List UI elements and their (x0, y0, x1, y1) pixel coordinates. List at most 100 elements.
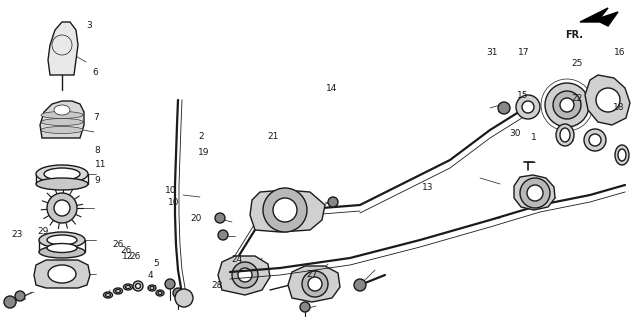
Ellipse shape (36, 165, 88, 183)
Text: 31: 31 (486, 48, 498, 57)
Ellipse shape (54, 105, 70, 115)
Text: 26: 26 (129, 252, 141, 261)
Text: 19: 19 (198, 148, 210, 157)
Polygon shape (250, 190, 325, 232)
Ellipse shape (125, 286, 131, 288)
Polygon shape (580, 8, 618, 26)
Ellipse shape (39, 232, 85, 248)
Circle shape (522, 101, 534, 113)
Text: 22: 22 (572, 94, 583, 103)
Circle shape (308, 277, 322, 291)
Text: 13: 13 (422, 183, 434, 191)
Polygon shape (585, 75, 630, 125)
Ellipse shape (41, 126, 83, 133)
Ellipse shape (115, 289, 120, 293)
Text: 8: 8 (95, 146, 100, 155)
Text: 26: 26 (112, 240, 124, 249)
Text: 30: 30 (509, 129, 520, 138)
Circle shape (263, 188, 307, 232)
Text: 2: 2 (198, 132, 204, 141)
Text: 25: 25 (571, 59, 582, 68)
Text: 15: 15 (517, 91, 529, 100)
Circle shape (175, 289, 193, 307)
Ellipse shape (113, 288, 122, 294)
Circle shape (165, 279, 175, 289)
Circle shape (232, 262, 258, 288)
Circle shape (545, 83, 589, 127)
Circle shape (516, 95, 540, 119)
Ellipse shape (44, 168, 80, 180)
Ellipse shape (48, 265, 76, 283)
Polygon shape (34, 260, 90, 288)
Circle shape (136, 283, 141, 288)
Ellipse shape (41, 112, 83, 119)
Text: 3: 3 (86, 21, 92, 30)
Text: 23: 23 (12, 230, 23, 239)
Text: 9: 9 (95, 176, 100, 184)
Ellipse shape (124, 284, 132, 290)
Text: 18: 18 (613, 103, 625, 112)
Ellipse shape (148, 285, 156, 291)
Ellipse shape (47, 235, 77, 245)
Ellipse shape (618, 149, 626, 161)
Circle shape (300, 302, 310, 312)
Text: 20: 20 (191, 214, 202, 223)
Circle shape (273, 198, 297, 222)
Circle shape (589, 134, 601, 146)
Circle shape (15, 291, 25, 301)
Ellipse shape (36, 178, 88, 190)
Circle shape (527, 185, 543, 201)
Text: 12: 12 (122, 252, 133, 261)
Ellipse shape (615, 145, 629, 165)
Text: 26: 26 (120, 246, 132, 255)
Ellipse shape (158, 292, 162, 294)
Ellipse shape (150, 287, 154, 289)
Polygon shape (514, 175, 555, 210)
Circle shape (218, 230, 228, 240)
Circle shape (133, 281, 143, 291)
Text: 5: 5 (154, 259, 159, 268)
Text: 1: 1 (531, 133, 537, 142)
Circle shape (584, 129, 606, 151)
Ellipse shape (560, 128, 570, 142)
Ellipse shape (156, 290, 164, 296)
Circle shape (215, 213, 225, 223)
Circle shape (520, 178, 550, 208)
Text: 27: 27 (306, 270, 317, 279)
Ellipse shape (104, 292, 113, 298)
Text: 24: 24 (232, 256, 243, 264)
Text: 17: 17 (518, 48, 530, 57)
Ellipse shape (39, 246, 85, 258)
Ellipse shape (556, 124, 574, 146)
Polygon shape (40, 101, 84, 138)
Circle shape (302, 271, 328, 297)
Circle shape (54, 200, 70, 216)
Text: 11: 11 (95, 160, 106, 169)
Ellipse shape (47, 243, 77, 253)
Circle shape (238, 268, 252, 282)
Text: 21: 21 (268, 132, 279, 141)
Text: 7: 7 (93, 113, 99, 122)
Text: 28: 28 (211, 281, 223, 290)
Circle shape (553, 91, 581, 119)
Text: 6: 6 (93, 68, 99, 77)
Polygon shape (218, 256, 270, 295)
Polygon shape (48, 22, 78, 75)
Circle shape (47, 193, 77, 223)
Ellipse shape (106, 294, 111, 296)
Circle shape (498, 102, 510, 114)
Circle shape (4, 296, 16, 308)
Text: 10: 10 (168, 198, 180, 207)
Circle shape (560, 98, 574, 112)
Circle shape (173, 288, 183, 298)
Circle shape (354, 279, 366, 291)
Text: FR.: FR. (565, 30, 583, 40)
Circle shape (328, 197, 338, 207)
Text: 29: 29 (37, 227, 49, 236)
Text: 10: 10 (165, 186, 177, 195)
Text: 14: 14 (326, 84, 338, 93)
Text: 4: 4 (147, 271, 153, 280)
Polygon shape (288, 266, 340, 302)
Ellipse shape (41, 119, 83, 126)
Circle shape (596, 88, 620, 112)
